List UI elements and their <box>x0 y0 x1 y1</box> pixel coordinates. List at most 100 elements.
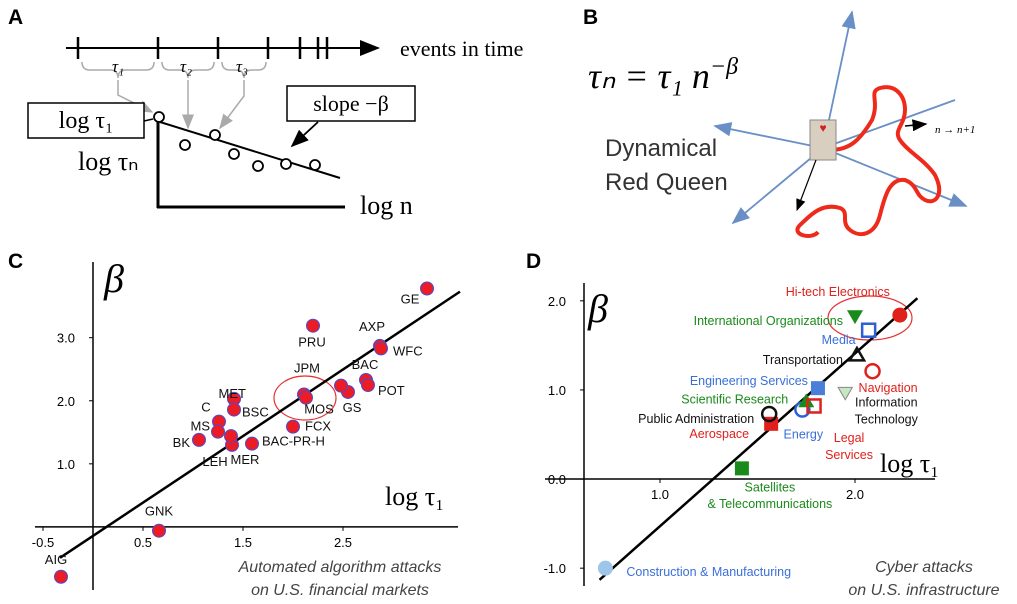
point-label: Engineering Services <box>690 374 808 388</box>
point <box>193 433 206 446</box>
point <box>307 319 320 332</box>
point <box>225 430 238 443</box>
point <box>811 382 824 395</box>
point-label: POT <box>378 383 405 398</box>
panel-b: B ♥ n → n+1 τₙ = τ₁ n−β Dynamical Red Qu… <box>583 6 975 236</box>
x-tick-label: 1.5 <box>234 535 252 550</box>
point-label: Legal Services <box>825 431 873 462</box>
point-label-line: Information <box>855 396 918 410</box>
red-queen-path <box>797 87 939 236</box>
point-label: JPM <box>294 360 320 375</box>
point-label-line: Legal <box>834 431 865 445</box>
slope-arrow <box>292 122 318 146</box>
x-tick-label: 1.0 <box>651 487 669 502</box>
point-label: Scientific Research <box>681 393 788 407</box>
figure: A events in time τ₁ τ₂ τ₃ log τ₁ <box>0 0 1017 604</box>
point-label: Navigation <box>859 381 918 395</box>
point-label: Energy <box>784 428 824 442</box>
connector <box>144 119 153 121</box>
equation-exponent: −β <box>710 54 738 80</box>
card-suit: ♥ <box>819 121 826 135</box>
point-label: PRU <box>298 335 325 350</box>
point-label: MET <box>219 386 247 401</box>
point-label-line: Technology <box>855 412 919 426</box>
point-label: Hi-tech Electronics <box>786 285 890 299</box>
interval-label: τ₂ <box>180 57 192 76</box>
point-label: MOS <box>304 402 334 417</box>
point-label: Aerospace <box>689 427 749 441</box>
caption: Cyber attacks <box>875 559 973 576</box>
fit-line <box>60 292 460 558</box>
direction-arrows <box>715 12 966 223</box>
x-tick-label: 2.0 <box>846 487 864 502</box>
point <box>862 324 875 337</box>
point-label: Information Technology <box>855 396 919 427</box>
slope-label: slope −β <box>313 91 389 116</box>
panel-label: A <box>8 6 23 29</box>
step-label: n → n+1 <box>935 124 975 136</box>
y-tick-label: 2.0 <box>548 294 566 309</box>
log-tau1-label: log τ₁ <box>59 108 114 134</box>
point <box>287 420 300 433</box>
point-label: AXP <box>359 319 385 334</box>
y-tick-label: 1.0 <box>57 457 75 472</box>
caption: on U.S. infrastructure <box>848 582 999 599</box>
y-tick-label: 2.0 <box>57 394 75 409</box>
interval-label: τ₁ <box>112 57 124 76</box>
point-label: FCX <box>305 419 331 434</box>
x-axis-label: log τ₁ <box>385 482 444 511</box>
point <box>153 524 166 537</box>
fit-line <box>600 298 918 580</box>
point-label-line: & Telecommunications <box>707 497 832 511</box>
point-label-line: Satellites <box>745 480 796 494</box>
point-label: BSC <box>242 405 269 420</box>
x-axis-label: log n <box>360 191 413 220</box>
title-line: Dynamical <box>605 135 717 162</box>
point-label: LEH <box>202 454 227 469</box>
point <box>735 462 748 475</box>
point-label: BAC <box>352 357 379 372</box>
point-label: MS <box>191 419 211 434</box>
point <box>838 387 852 399</box>
point-label: GNK <box>145 504 174 519</box>
point <box>246 437 259 450</box>
point <box>866 364 880 378</box>
point <box>375 342 388 355</box>
point-label: C <box>201 400 210 415</box>
point <box>850 348 864 360</box>
y-tick-label: 0.0 <box>548 472 566 487</box>
point <box>421 282 434 295</box>
step-arrow <box>905 124 926 126</box>
point <box>55 570 68 583</box>
point <box>598 561 612 575</box>
y-axis-label: β <box>103 256 124 301</box>
x-tick-label: 0.5 <box>134 535 152 550</box>
caption: on U.S. financial markets <box>251 582 429 599</box>
y-axis-label: β <box>587 286 608 331</box>
x-tick-label: 2.5 <box>334 535 352 550</box>
point <box>893 308 907 322</box>
point-label-line: Services <box>825 448 873 462</box>
point-label: WFC <box>393 343 423 358</box>
y-tick-label: -1.0 <box>544 561 566 576</box>
equation: τₙ = τ₁ n−β <box>588 54 738 96</box>
point <box>362 379 375 392</box>
point <box>335 379 348 392</box>
panel-a: A events in time τ₁ τ₂ τ₃ log τ₁ <box>8 6 523 220</box>
point-label: MER <box>231 452 260 467</box>
y-tick-label: 1.0 <box>548 383 566 398</box>
point-label: Public Administration <box>638 412 754 426</box>
y-tick-label: 3.0 <box>57 331 75 346</box>
point-label: AIG <box>45 552 67 567</box>
point-label: Transportation <box>763 353 843 367</box>
title-line: Red Queen <box>605 169 728 196</box>
caption: Automated algorithm attacks <box>238 559 442 576</box>
point <box>212 425 225 438</box>
point <box>848 311 862 323</box>
y-axis-label: log τₙ <box>78 147 139 176</box>
interval-label: τ₃ <box>236 57 248 76</box>
panel-label: D <box>526 250 541 273</box>
point-label: Satellites & Telecommunications <box>707 480 832 511</box>
equation-main: τₙ = τ₁ n <box>588 56 710 96</box>
